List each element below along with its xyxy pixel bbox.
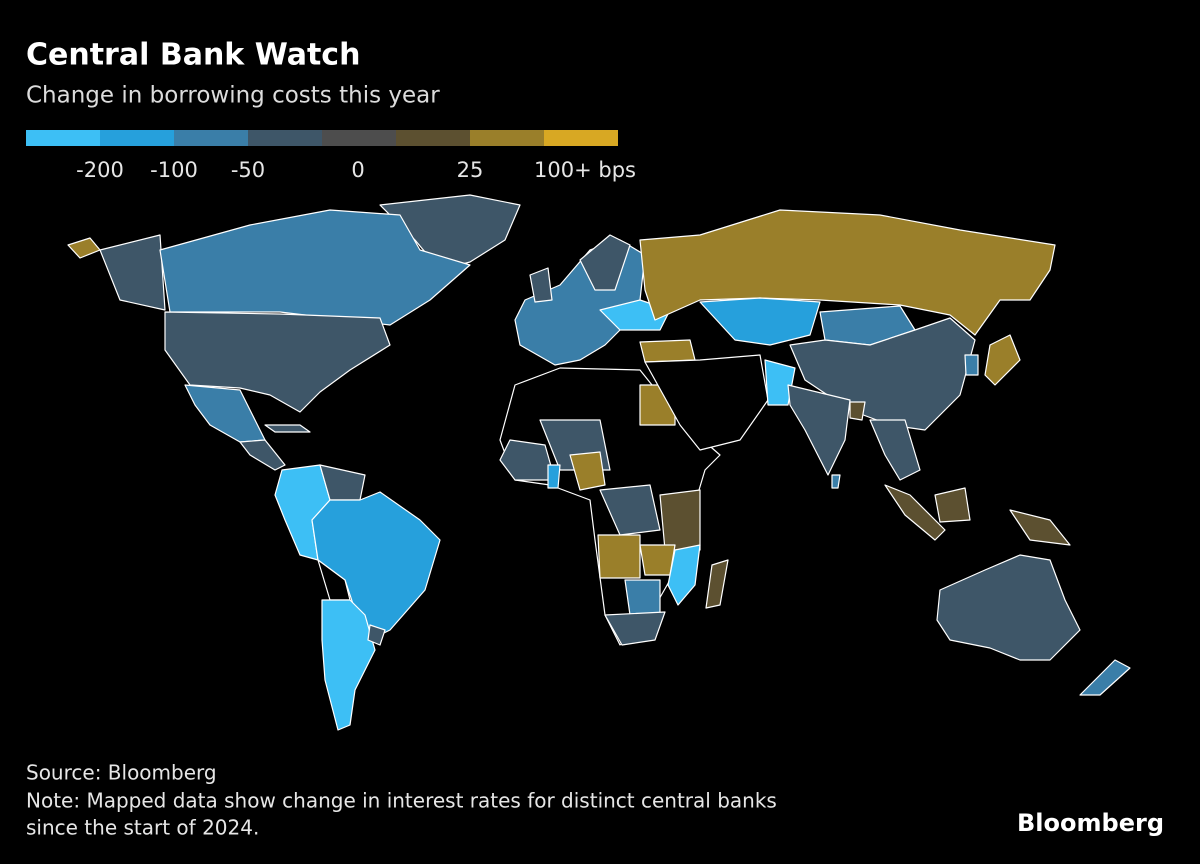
botswana — [624, 579, 661, 616]
legend: -200 -100 -50 0 25 100+ bps — [26, 130, 636, 182]
legend-label: 100+ bps — [534, 158, 636, 182]
sri-lanka — [831, 474, 841, 489]
argentina-chile — [321, 599, 376, 731]
usa — [164, 311, 391, 413]
india — [787, 384, 851, 476]
legend-swatch — [248, 130, 322, 146]
title: Central Bank Watch — [26, 38, 360, 73]
canada — [159, 209, 471, 326]
legend-label: -100 — [150, 158, 198, 182]
greenland — [379, 194, 521, 271]
legend-swatch — [322, 130, 396, 146]
japan — [984, 334, 1021, 386]
kazakhstan — [699, 297, 821, 346]
legend-label: -50 — [231, 158, 265, 182]
madagascar — [705, 559, 729, 609]
subtitle: Change in borrowing costs this year — [26, 83, 440, 109]
legend-label: 0 — [351, 158, 364, 182]
mozambique — [667, 544, 701, 606]
turkey — [639, 339, 696, 363]
cuba — [264, 424, 311, 433]
legend-swatch — [174, 130, 248, 146]
sulawesi-papua — [1009, 509, 1071, 546]
bangladesh — [849, 401, 866, 421]
borneo — [934, 487, 971, 523]
uk — [529, 267, 553, 303]
ghana — [547, 464, 561, 489]
russia — [639, 209, 1056, 336]
note-line: since the start of 2024. — [26, 816, 259, 840]
alaska — [99, 234, 166, 311]
central-america — [239, 439, 286, 471]
pakistan — [764, 359, 796, 406]
uruguay — [367, 624, 386, 646]
central-africa — [599, 484, 661, 536]
source: Source: Bloomberg — [26, 761, 217, 785]
southeast-asia — [869, 419, 921, 481]
legend-label: -200 — [76, 158, 124, 182]
brand: Bloomberg — [1017, 809, 1164, 837]
iceland — [67, 237, 101, 259]
west-africa — [499, 439, 556, 481]
korea — [964, 354, 979, 376]
norway-sweden — [579, 234, 631, 291]
east-africa — [659, 489, 701, 551]
sumatra — [884, 484, 946, 541]
world-map — [67, 194, 1131, 731]
note-line: Note: Mapped data show change in interes… — [26, 789, 777, 813]
zambia — [639, 544, 676, 576]
legend-swatch — [100, 130, 174, 146]
nigeria — [569, 451, 606, 491]
south-africa — [604, 611, 666, 646]
middle-east — [644, 354, 769, 451]
legend-swatch — [544, 130, 618, 146]
mexico — [184, 384, 266, 443]
legend-swatch — [470, 130, 544, 146]
new-zealand — [1079, 659, 1131, 696]
legend-label: 25 — [457, 158, 484, 182]
legend-swatch — [396, 130, 470, 146]
legend-swatch — [26, 130, 100, 146]
angola — [597, 534, 641, 579]
australia — [936, 554, 1081, 661]
